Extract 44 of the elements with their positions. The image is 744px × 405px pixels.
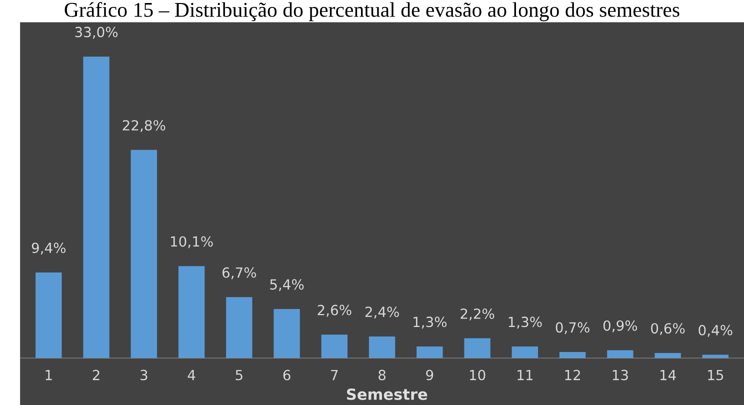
bar: [464, 338, 490, 358]
x-tick-label: 3: [140, 370, 148, 380]
bar: [321, 334, 348, 358]
x-tick-label: 8: [378, 370, 386, 380]
x-tick-label: 13: [612, 370, 628, 380]
x-tick-label: 15: [708, 370, 724, 380]
data-label: 0,6%: [651, 323, 685, 335]
x-tick-label: 4: [188, 370, 196, 380]
data-label: 2,6%: [318, 304, 352, 317]
data-label: 2,2%: [460, 308, 494, 320]
data-label: 22,8%: [122, 120, 166, 132]
bar: [130, 150, 158, 358]
x-tick-label: 2: [92, 370, 100, 380]
bar: [36, 272, 62, 358]
bar: [607, 350, 634, 358]
bar: [416, 346, 443, 358]
data-label: 10,1%: [171, 236, 213, 248]
bar: [226, 297, 252, 358]
data-label: 0,4%: [698, 324, 732, 337]
data-label: 1,3%: [508, 316, 542, 329]
x-tick-label: 14: [660, 370, 676, 380]
data-label: 0,9%: [603, 320, 638, 332]
x-tick-label: 6: [283, 370, 290, 380]
x-tick-label: 9: [426, 370, 434, 380]
x-axis-title: Semestre: [347, 388, 428, 400]
x-tick-label: 1: [46, 370, 52, 380]
data-label: 2,4%: [365, 306, 399, 319]
bar: [274, 309, 300, 358]
chart-title: Gráfico 15 – Distribuição do percentual de evasão ao longo dos semestres: [64, 2, 680, 22]
bar: [83, 56, 110, 358]
bar: [368, 336, 396, 358]
data-label: 9,4%: [32, 242, 66, 255]
x-tick-label: 12: [565, 370, 580, 380]
data-label: 33,0%: [75, 26, 118, 39]
x-tick-label: 7: [331, 370, 338, 380]
bar: [178, 266, 205, 358]
x-tick-label: 10: [470, 370, 486, 380]
data-label: 5,4%: [270, 279, 304, 292]
bar: [512, 346, 538, 358]
x-tick-label: 5: [236, 370, 242, 380]
data-label: 0,7%: [556, 322, 590, 334]
x-tick-label: 11: [518, 370, 532, 380]
data-label: 1,3%: [414, 316, 447, 329]
data-label: 6,7%: [222, 267, 256, 280]
